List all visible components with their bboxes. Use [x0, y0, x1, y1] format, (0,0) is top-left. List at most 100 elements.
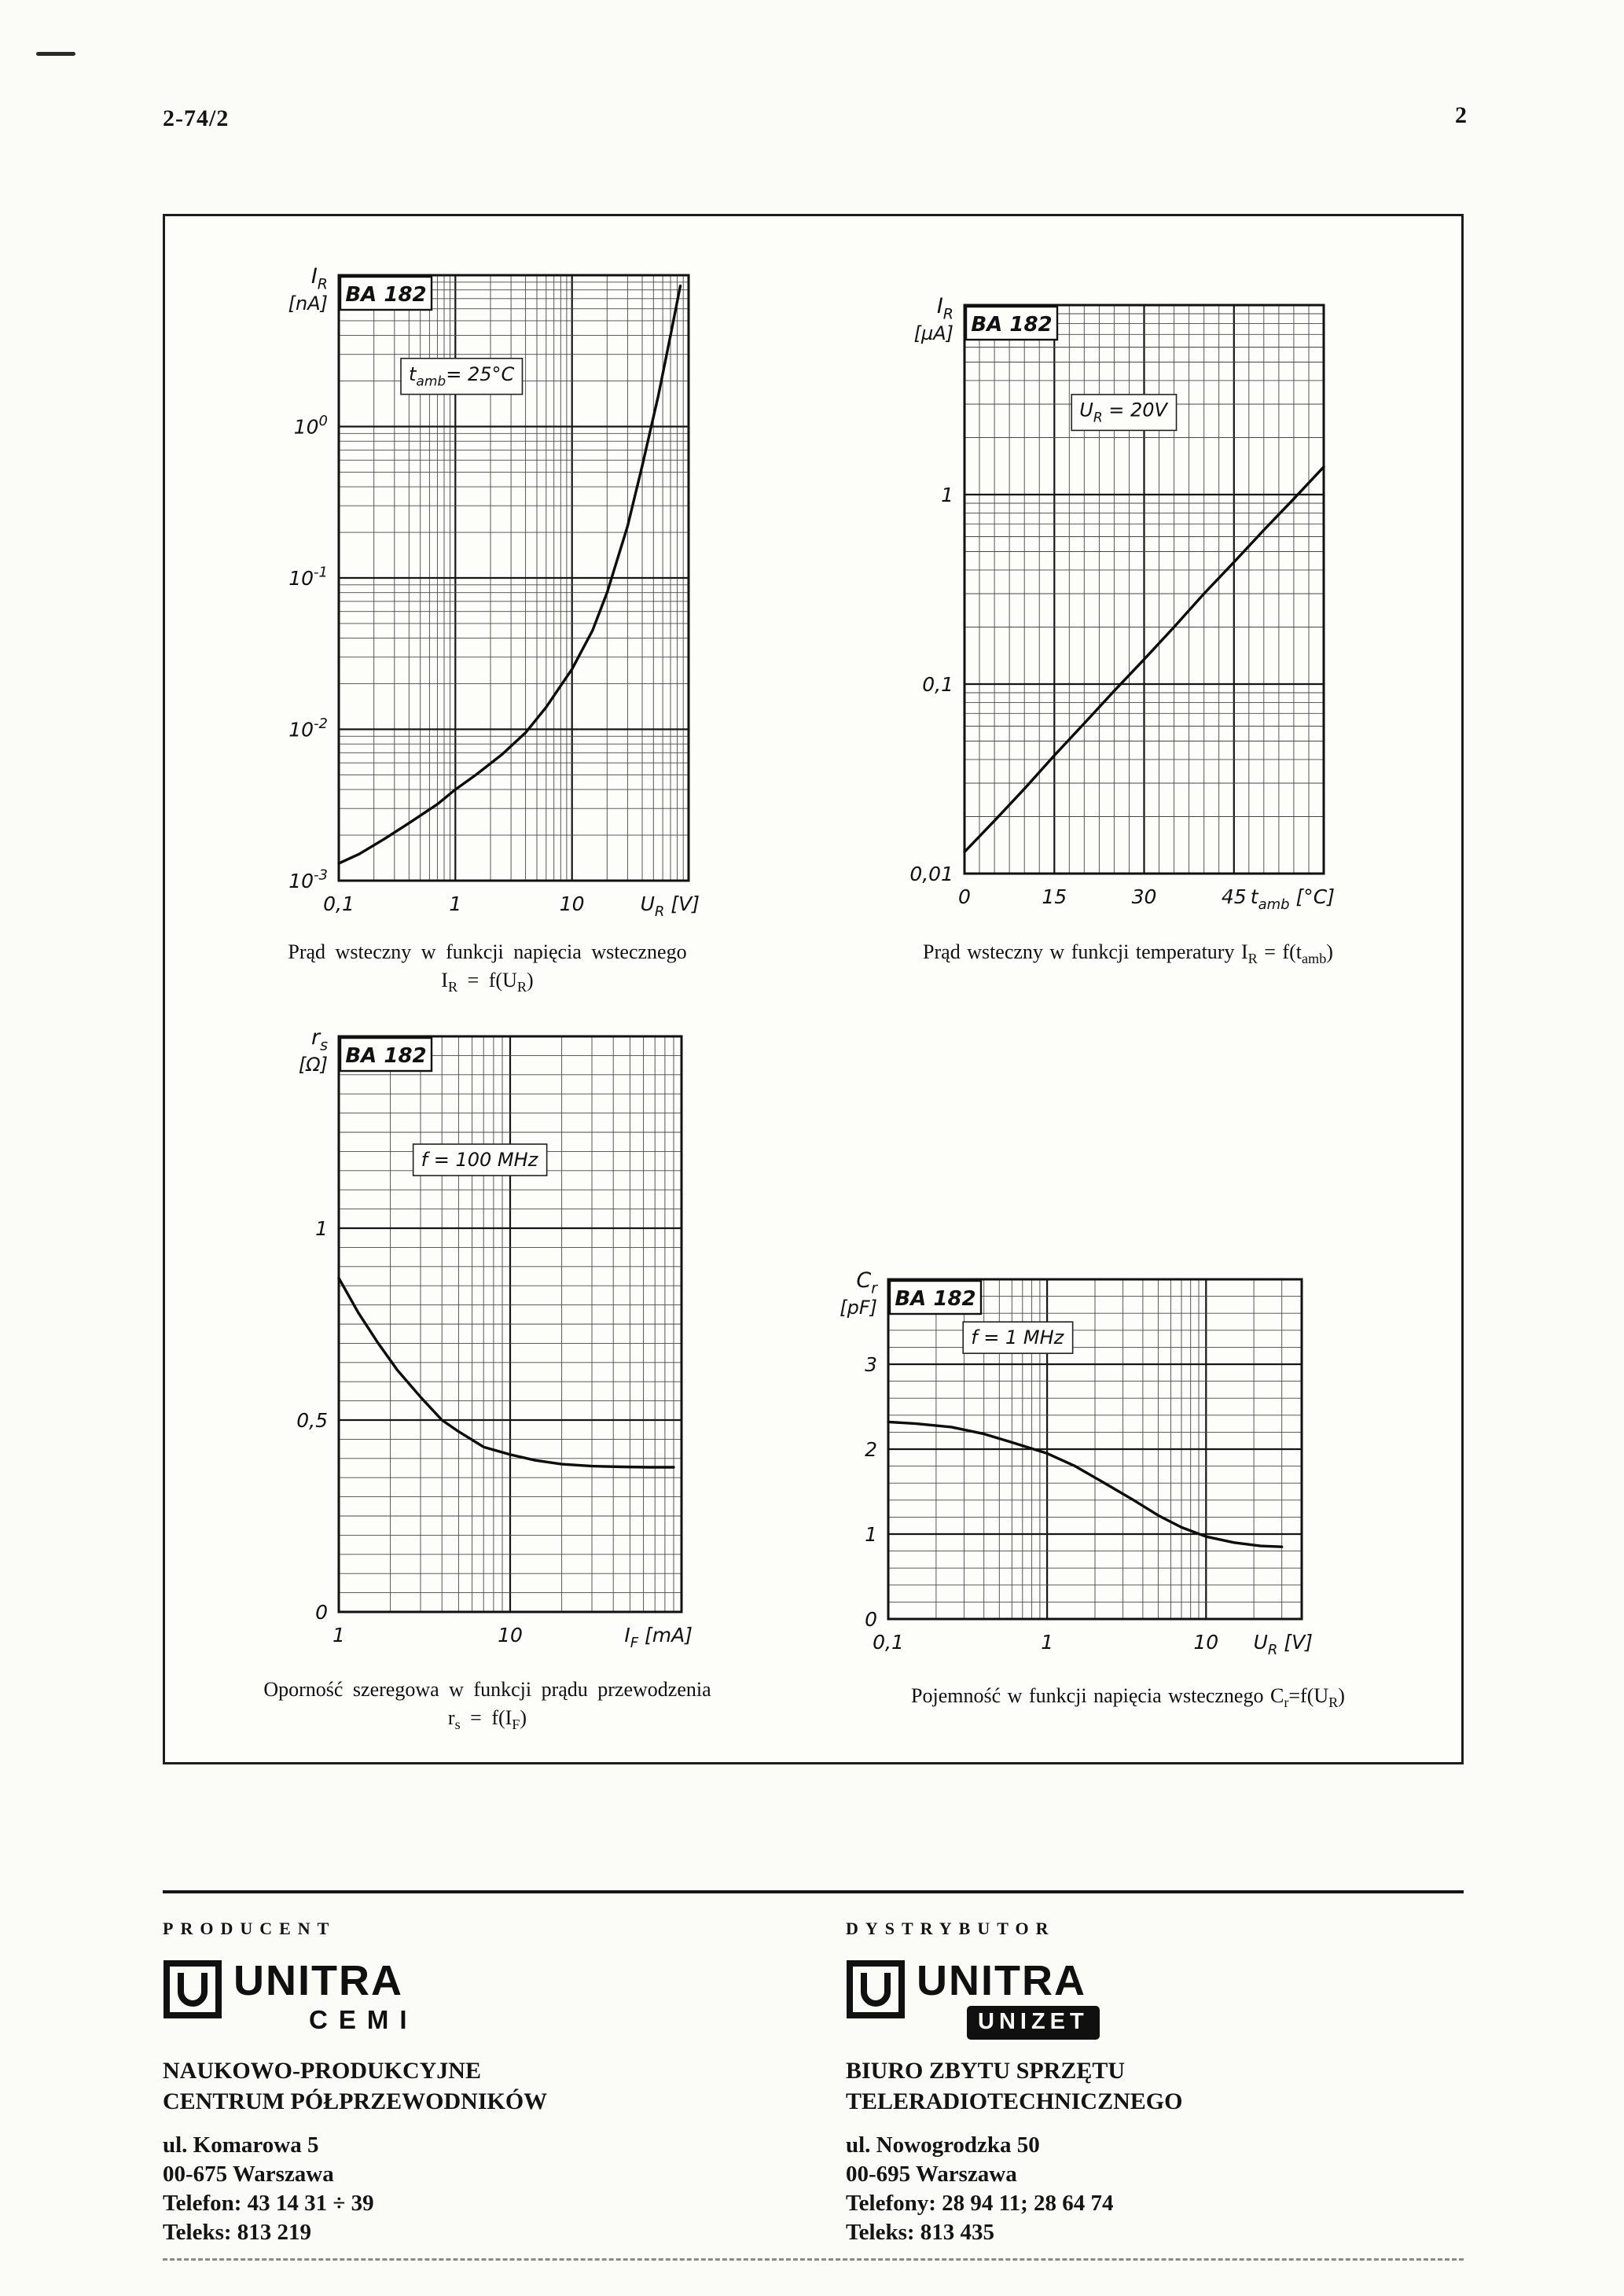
page-number: 2	[1455, 102, 1467, 128]
svg-text:[µA]: [µA]	[914, 322, 953, 344]
org-line: CENTRUM PÓŁPRZEWODNIKÓW	[163, 2088, 548, 2114]
svg-text:0,01: 0,01	[909, 863, 953, 885]
svg-text:100: 100	[294, 413, 328, 439]
svg-text:0: 0	[865, 1608, 877, 1631]
address-line: Teleks: 813 219	[163, 2220, 312, 2245]
producer-heading: PRODUCENT	[163, 1919, 336, 1938]
caption-formula: rs = f(IF)	[447, 1706, 527, 1733]
producer-logo: UNITRA CEMI	[163, 1959, 815, 2038]
bottom-divider	[163, 2258, 1464, 2261]
org-line: BIURO ZBYTU SPRZĘTU	[846, 2058, 1126, 2084]
chart-series-resistance-vs-forward-current: BA 182 rs [Ω] 1 0,5 0 1 10 IF [mA] f = 100 MHz	[257, 994, 696, 1664]
scan-mark	[36, 52, 75, 56]
org-line: NAUKOWO-PRODUKCYJNE	[163, 2058, 481, 2084]
address-line: 00-695 Warszawa	[846, 2162, 1017, 2187]
svg-text:BA 182: BA 182	[971, 313, 1052, 337]
address-line: ul. Nowogrodzka 50	[846, 2132, 1040, 2158]
svg-text:1: 1	[315, 1217, 328, 1240]
distributor-org: BIURO ZBYTU SPRZĘTU TELERADIOTECHNICZNEG…	[846, 2055, 1498, 2117]
svg-text:10: 10	[1193, 1631, 1218, 1654]
chart-reverse-current-vs-reverse-voltage: BA 182 IR [nA] 100 10-1 10-2 10-3 0,1 1 10 UR [V] t…	[257, 233, 703, 933]
caption-line: Prąd wsteczny w funkcji napięcia wsteczn…	[288, 940, 687, 963]
caption-formula: IR = f(UR)	[441, 969, 534, 995]
doc-number: 2-74/2	[163, 105, 230, 131]
svg-text:0,1: 0,1	[922, 673, 953, 696]
chart-svg: BA 182 IR[µA] 1 0,1 0,010 15 30 45 tamb [°C] UR =…	[909, 294, 1335, 913]
svg-text:1: 1	[333, 1624, 345, 1647]
svg-text:1: 1	[941, 484, 953, 506]
svg-text:[Ω]: [Ω]	[299, 1054, 328, 1076]
svg-text:0,1: 0,1	[323, 892, 355, 915]
svg-text:2: 2	[865, 1438, 877, 1461]
svg-text:15: 15	[1042, 885, 1067, 908]
svg-text:45: 45	[1222, 885, 1247, 908]
unitra-logo-icon	[847, 1960, 905, 2018]
producer-brand: UNITRA CEMI	[233, 1959, 418, 2035]
address-line: 00-675 Warszawa	[163, 2162, 334, 2187]
address-line: Telefon: 43 14 31 ÷ 39	[163, 2191, 374, 2216]
brand-sub: UNIZET	[967, 2006, 1100, 2040]
svg-text:tamb= 25°C: tamb= 25°C	[409, 363, 514, 390]
svg-text:IR: IR	[311, 264, 328, 293]
producer-org: NAUKOWO-PRODUKCYJNE CENTRUM PÓŁPRZEWODNI…	[163, 2055, 815, 2117]
svg-text:10-3: 10-3	[288, 867, 328, 893]
distributor-heading: DYSTRYBUTOR	[846, 1919, 1056, 1938]
svg-text:f = 100 MHz: f = 100 MHz	[421, 1149, 539, 1171]
charts-frame: BA 182 IR [nA] 100 10-1 10-2 10-3 0,1 1 10 UR [V] t…	[163, 214, 1464, 1764]
chart-capacitance-vs-reverse-voltage: BA 182 Cr [pF] 3 2 1 0 0,1 1 10 UR [V] f = 1 MHz	[806, 1237, 1316, 1671]
address-line: ul. Komarowa 5	[163, 2132, 319, 2158]
caption-series-resistance: Oporność szeregowa w funkcji prądu przew…	[197, 1676, 778, 1739]
chart-reverse-current-vs-temperature: BA 182 IR [µA] 1 0,1 0,01 0 15 30 45 tamb [°C] UR =…	[883, 263, 1338, 925]
caption-line: Pojemność w funkcji napięcia wstecznego …	[911, 1684, 1345, 1711]
svg-text:1: 1	[449, 892, 461, 915]
svg-text:1: 1	[1041, 1631, 1053, 1654]
svg-text:10: 10	[560, 892, 585, 915]
svg-text:[pF]: [pF]	[840, 1297, 877, 1319]
distributor-block: DYSTRYBUTOR UNITRA UNIZET BIURO ZBYTU SP…	[846, 1919, 1498, 2247]
caption-reverse-current-vs-voltage: Prąd wsteczny w funkcji napięcia wsteczn…	[197, 938, 778, 1001]
svg-text:UR [V]: UR [V]	[1254, 1631, 1313, 1658]
svg-text:10: 10	[498, 1624, 523, 1647]
svg-text:0: 0	[958, 885, 971, 908]
caption-reverse-current-vs-temperature: Prąd wsteczny w funkcji temperatury IR =…	[829, 938, 1427, 973]
svg-text:BA 182: BA 182	[895, 1287, 976, 1311]
address-line: Telefony: 28 94 11; 28 64 74	[846, 2191, 1114, 2216]
producer-address: ul. Komarowa 5 00-675 Warszawa Telefon: …	[163, 2131, 815, 2247]
svg-text:UR = 20V: UR = 20V	[1079, 399, 1168, 426]
footer-divider	[163, 1890, 1464, 1893]
caption-line: Prąd wsteczny w funkcji temperatury IR =…	[923, 940, 1333, 967]
svg-text:1: 1	[865, 1523, 877, 1546]
svg-text:f = 1 MHz: f = 1 MHz	[971, 1326, 1064, 1349]
distributor-address: ul. Nowogrodzka 50 00-695 Warszawa Telef…	[846, 2131, 1498, 2247]
brand-name: UNITRA	[917, 1957, 1086, 2004]
svg-text:3: 3	[865, 1353, 877, 1376]
brand-name: UNITRA	[233, 1957, 403, 2004]
org-line: TELERADIOTECHNICZNEGO	[846, 2088, 1183, 2114]
svg-text:0,1: 0,1	[873, 1631, 904, 1654]
svg-text:rs: rs	[311, 1025, 328, 1054]
svg-text:0,5: 0,5	[296, 1409, 328, 1432]
producer-block: PRODUCENT UNITRA CEMI NAUKOWO-PRODUKCYJN…	[163, 1919, 815, 2247]
svg-text:tamb [°C]: tamb [°C]	[1251, 885, 1335, 913]
svg-text:Cr: Cr	[856, 1268, 878, 1297]
svg-text:30: 30	[1132, 885, 1157, 908]
svg-text:IR: IR	[937, 294, 953, 323]
distributor-logo: UNITRA UNIZET	[846, 1959, 1498, 2040]
unitra-logo-icon	[164, 1960, 222, 2018]
svg-text:10-1: 10-1	[288, 565, 328, 591]
svg-text:0: 0	[315, 1601, 328, 1624]
svg-text:[nA]: [nA]	[288, 293, 328, 315]
chart-svg: BA 182 IR[nA] 100 10-1 10-2 10-30,1 1 10 UR [V] t…	[288, 264, 700, 920]
svg-text:UR [V]: UR [V]	[641, 892, 700, 920]
svg-text:IF [mA]: IF [mA]	[624, 1624, 693, 1651]
caption-line: Oporność szeregowa w funkcji prądu przew…	[263, 1678, 711, 1701]
svg-text:BA 182: BA 182	[345, 1044, 426, 1068]
brand-sub: CEMI	[309, 2005, 418, 2034]
caption-capacitance: Pojemność w funkcji napięcia wstecznego …	[829, 1682, 1427, 1716]
address-line: Teleks: 813 435	[846, 2220, 995, 2245]
distributor-brand: UNITRA UNIZET	[917, 1959, 1100, 2040]
svg-text:10-2: 10-2	[288, 716, 328, 741]
